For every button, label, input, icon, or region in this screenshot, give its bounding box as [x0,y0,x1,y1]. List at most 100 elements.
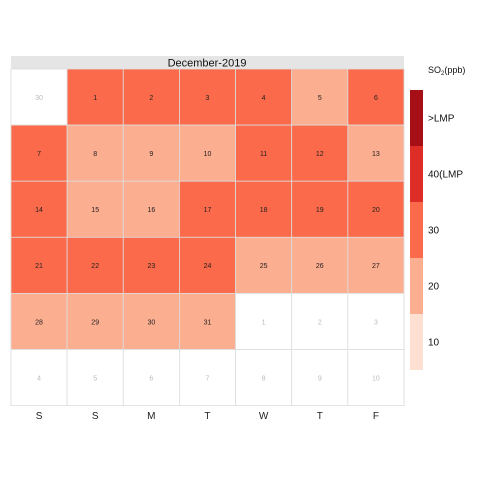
calendar-cell [291,124,349,182]
cell-day-label: 8 [93,151,97,158]
legend-title-main: SO [428,65,441,75]
weekday-label: T [204,411,210,422]
cell-day-label: 7 [37,151,41,158]
legend-color-bin [410,314,423,370]
calendar-cell [347,180,405,238]
calendar-cell [291,292,349,350]
legend-color-bin [410,202,423,258]
cell-day-label: 27 [372,263,380,270]
cell-day-label: 30 [35,95,43,102]
weekday-label: M [147,411,155,422]
calendar-cell [347,68,405,126]
cell-day-label: 28 [35,319,43,326]
cell-day-label: 1 [262,319,266,326]
cell-day-label: 20 [372,207,380,214]
weekday-label: F [373,411,379,422]
weekday-label: T [317,411,323,422]
calendar-cell [179,292,236,350]
calendar-cell [122,236,180,294]
legend: SO2(ppb) 10 20 30 40(LMP >LMP [410,65,465,370]
title-strip [11,56,404,69]
calendar-cell [66,349,124,406]
calendar-cell [235,349,293,406]
cell-day-label: 4 [262,95,266,102]
cell-day-label: 11 [260,151,267,158]
cell-day-label: 26 [316,263,324,270]
cell-day-label: 17 [204,207,212,214]
cell-day-label: 23 [147,263,155,270]
calendar-cell [347,124,405,182]
calendar-cell [347,236,405,294]
legend-color-bin [410,258,423,314]
cell-day-label: 9 [149,151,153,158]
cell-day-label: 15 [91,207,99,214]
calendar-cell [235,236,293,294]
legend-label: >LMP [428,114,455,125]
cell-day-label: 31 [204,319,212,326]
weekday-label: S [36,411,43,422]
cell-day-label: 12 [316,151,324,158]
calendar-cell [235,124,293,182]
calendar-cell [179,180,236,238]
cell-day-label: 10 [204,151,212,158]
cell-day-label: 3 [374,319,378,326]
legend-label: 40(LMP [428,170,463,181]
cell-day-label: 3 [206,95,210,102]
legend-label: 10 [428,338,440,349]
legend-color-bin [410,146,423,202]
legend-bins [410,90,423,370]
cell-day-label: 14 [35,207,43,214]
cell-day-label: 10 [372,375,380,382]
legend-label: 20 [428,282,440,293]
cell-day-label: 5 [93,375,97,382]
calendar-cell [291,68,349,126]
cell-day-label: 5 [318,95,322,102]
cell-day-label: 25 [260,263,268,270]
calendar-cell [235,292,293,350]
cell-day-label: 8 [262,375,266,382]
cell-day-label: 16 [147,207,155,214]
cell-day-label: 6 [149,375,153,382]
weekday-label: S [92,411,99,422]
cell-day-label: 19 [316,207,324,214]
cell-day-label: 2 [149,95,153,102]
cell-day-label: 2 [318,319,322,326]
cell-day-label: 21 [35,263,43,270]
cell-day-label: 7 [206,375,210,382]
calendar-cell [235,68,293,126]
calendar-cell [122,124,180,182]
legend-title: SO2(ppb) [428,65,465,77]
calendar-cell [122,292,180,350]
calendar-cell [179,68,236,126]
cell-day-label: 6 [374,95,378,102]
cell-day-label: 22 [91,263,99,270]
calendar-cell [10,124,68,182]
legend-title-sub: 2 [441,71,445,77]
cell-day-label: 4 [37,375,41,382]
calendar-cell [179,124,236,182]
calendar-cell [291,349,349,406]
cell-day-label: 30 [147,319,155,326]
legend-labels: 10 20 30 40(LMP >LMP [428,114,463,349]
calendar-cell [10,349,68,406]
weekday-label: W [259,411,269,422]
legend-color-bin [410,90,423,146]
legend-label: 30 [428,226,440,237]
cell-day-label: 24 [204,263,212,270]
cell-day-label: 29 [91,319,99,326]
chart-title: December-2019 [168,58,247,70]
calendar-cell [347,349,405,406]
cell-day-label: 1 [93,95,97,102]
calendar-cell [122,349,180,406]
cell-day-label: 9 [318,375,322,382]
calendar-cell [66,292,124,350]
calendar-cell [347,292,405,350]
cell-day-label: 18 [260,207,268,214]
calendar-cell [291,236,349,294]
calendar-cell [122,180,180,238]
cell-day-label: 13 [372,151,380,158]
calendar-cell [66,236,124,294]
